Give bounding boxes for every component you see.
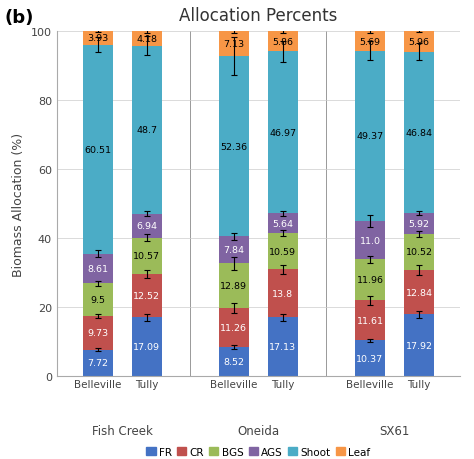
Bar xyxy=(219,32,249,56)
Bar xyxy=(83,254,113,284)
Bar xyxy=(83,350,113,376)
Text: 4.18: 4.18 xyxy=(136,35,157,44)
Bar xyxy=(268,318,298,376)
Text: 60.51: 60.51 xyxy=(84,146,111,154)
Bar xyxy=(83,284,113,316)
Bar xyxy=(83,45,113,254)
Bar xyxy=(132,214,162,238)
Text: 48.7: 48.7 xyxy=(136,126,157,135)
Bar xyxy=(132,318,162,376)
Text: SX61: SX61 xyxy=(379,425,410,437)
Text: 17.09: 17.09 xyxy=(133,342,160,352)
Text: 11.26: 11.26 xyxy=(220,323,247,332)
Bar xyxy=(219,347,249,376)
Text: 10.37: 10.37 xyxy=(356,354,383,363)
Bar xyxy=(355,341,385,376)
Text: 9.5: 9.5 xyxy=(90,296,105,304)
Bar xyxy=(83,32,113,45)
Text: 11.96: 11.96 xyxy=(356,276,383,285)
Text: 12.84: 12.84 xyxy=(405,288,432,297)
Bar xyxy=(132,238,162,274)
Text: 52.36: 52.36 xyxy=(220,142,247,151)
Bar xyxy=(404,234,434,270)
Y-axis label: Biomass Allocation (%): Biomass Allocation (%) xyxy=(12,132,26,276)
Text: 5.96: 5.96 xyxy=(409,38,429,47)
Text: 6.94: 6.94 xyxy=(136,222,157,230)
Bar xyxy=(355,222,385,259)
Bar xyxy=(355,259,385,301)
Bar xyxy=(404,214,434,234)
Text: 9.73: 9.73 xyxy=(87,329,108,337)
Text: 49.37: 49.37 xyxy=(356,132,383,141)
Bar xyxy=(404,32,434,53)
Text: 8.52: 8.52 xyxy=(223,357,244,366)
Bar xyxy=(83,316,113,350)
Legend: FR, CR, BGS, AGS, Shoot, Leaf: FR, CR, BGS, AGS, Shoot, Leaf xyxy=(142,442,374,459)
Bar xyxy=(219,56,249,237)
Text: 11.0: 11.0 xyxy=(359,236,381,245)
Text: 5.92: 5.92 xyxy=(409,219,429,229)
Text: 8.61: 8.61 xyxy=(87,264,108,273)
Text: 10.59: 10.59 xyxy=(269,247,296,256)
Text: 46.97: 46.97 xyxy=(269,129,296,138)
Text: 7.84: 7.84 xyxy=(223,246,244,255)
Text: 7.13: 7.13 xyxy=(223,40,245,49)
Text: Fish Creek: Fish Creek xyxy=(92,425,153,437)
Text: 10.57: 10.57 xyxy=(133,252,160,261)
Bar xyxy=(219,308,249,347)
Text: 3.93: 3.93 xyxy=(87,34,109,44)
Bar xyxy=(404,270,434,315)
Text: 7.72: 7.72 xyxy=(87,358,108,368)
Text: (b): (b) xyxy=(5,9,34,27)
Bar xyxy=(404,53,434,214)
Bar xyxy=(268,234,298,270)
Text: 5.69: 5.69 xyxy=(359,38,381,46)
Bar xyxy=(355,32,385,52)
Bar xyxy=(268,214,298,234)
Text: 11.61: 11.61 xyxy=(356,316,383,325)
Title: Allocation Percents: Allocation Percents xyxy=(179,7,337,25)
Text: 13.8: 13.8 xyxy=(272,289,293,298)
Bar xyxy=(132,274,162,318)
Bar xyxy=(268,52,298,214)
Text: 5.86: 5.86 xyxy=(273,38,293,47)
Text: 46.84: 46.84 xyxy=(405,129,432,138)
Bar xyxy=(268,32,298,52)
Bar xyxy=(355,301,385,341)
Text: 5.64: 5.64 xyxy=(273,219,293,228)
Text: 12.89: 12.89 xyxy=(220,282,247,291)
Text: 17.13: 17.13 xyxy=(269,342,296,352)
Bar xyxy=(268,270,298,318)
Bar xyxy=(132,46,162,214)
Text: Oneida: Oneida xyxy=(237,425,279,437)
Bar xyxy=(219,264,249,308)
Text: 12.52: 12.52 xyxy=(133,291,160,301)
Bar xyxy=(404,315,434,376)
Text: 10.52: 10.52 xyxy=(405,248,432,257)
Text: 17.92: 17.92 xyxy=(405,341,432,350)
Bar xyxy=(219,237,249,264)
Bar xyxy=(132,32,162,46)
Bar xyxy=(355,52,385,222)
